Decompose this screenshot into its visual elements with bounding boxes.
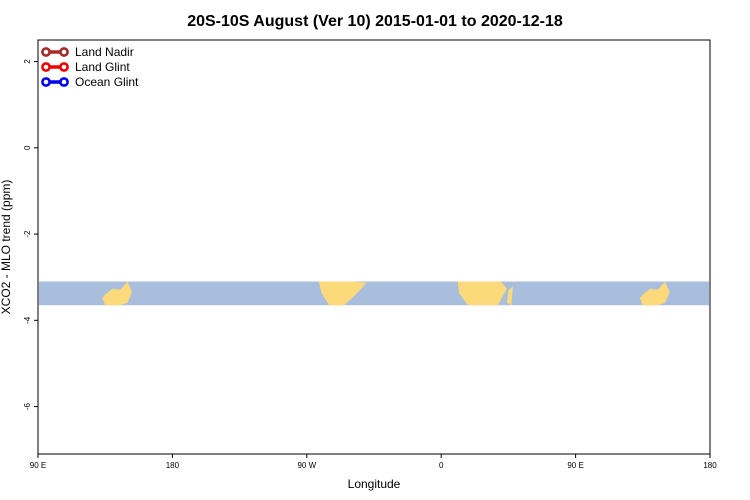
x-tick-label-2: 90 W: [297, 461, 316, 470]
x-tick-label-0: 90 E: [30, 461, 46, 470]
x-axis-label: Longitude: [348, 477, 401, 491]
legend-marker-0: [41, 47, 51, 57]
x-axis: 90 E 180 90 W 0 90 E 180: [30, 454, 717, 470]
legend-marker-b-2: [59, 77, 69, 87]
map-land-2: [457, 281, 507, 306]
x-tick-label-4: 90 E: [567, 461, 583, 470]
map-land-0: [102, 281, 133, 306]
map-ocean: [39, 281, 709, 306]
y-axis-label: XCO2 - MLO trend (ppm): [0, 180, 13, 315]
x-tick-label-1: 180: [166, 461, 180, 470]
y-tick-label-4: -6: [23, 402, 32, 410]
legend-marker-b-1: [59, 62, 69, 72]
legend-label-1: Land Glint: [75, 60, 130, 74]
legend-marker-b-0: [59, 47, 69, 57]
x-tick-label-3: 0: [439, 461, 444, 470]
map-land-3: [506, 286, 513, 306]
chart-title: 20S-10S August (Ver 10) 2015-01-01 to 20…: [187, 13, 563, 30]
y-tick-label-0: 2: [23, 59, 32, 64]
legend-marker-2: [41, 77, 51, 87]
map-land-4: [639, 281, 670, 306]
legend-label-0: Land Nadir: [75, 45, 134, 59]
y-axis: 2 0 -2 -4 -6: [23, 59, 38, 410]
map-land-1: [318, 281, 367, 306]
y-tick-label-1: 0: [23, 145, 32, 150]
y-tick-label-3: -4: [23, 316, 32, 324]
x-tick-label-5: 180: [703, 461, 717, 470]
legend-marker-1: [41, 62, 51, 72]
y-tick-label-2: -2: [23, 230, 32, 238]
legend-label-2: Ocean Glint: [75, 75, 139, 89]
plot-frame: [37, 39, 711, 455]
map-strip: [39, 281, 709, 306]
